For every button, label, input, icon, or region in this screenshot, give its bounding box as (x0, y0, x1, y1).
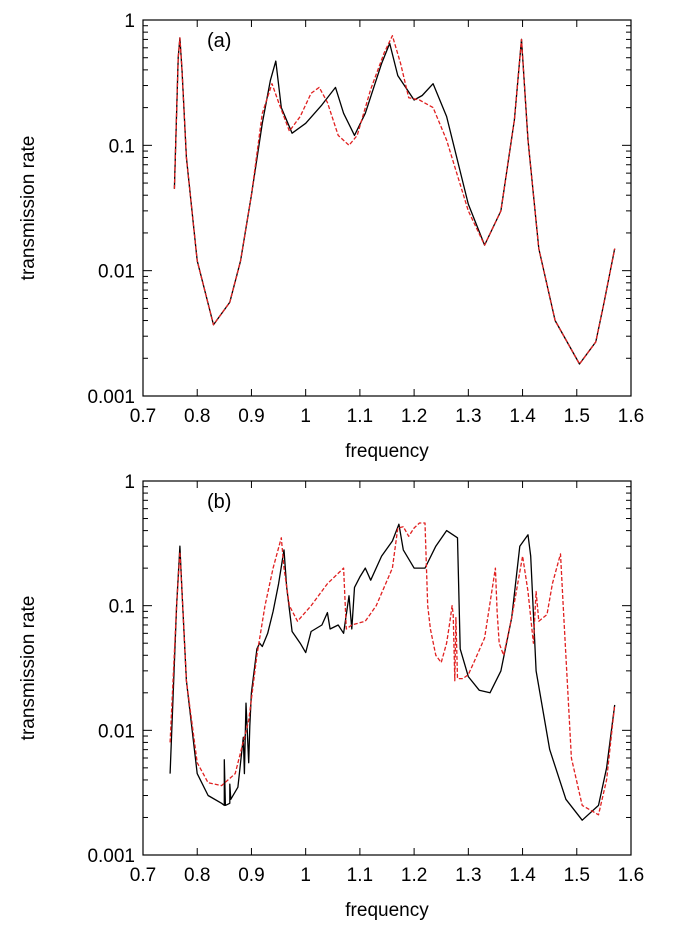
x-tick-label: 0.7 (130, 406, 156, 427)
x-axis-label: frequency (345, 900, 429, 921)
y-tick-label: 1 (124, 11, 135, 32)
y-tick-label: 0.1 (109, 597, 135, 618)
y-tick-label: 0.1 (109, 136, 135, 157)
x-tick-label: 0.8 (184, 406, 210, 427)
panel-b: 0.7 0.8 0.9 1 1.1 1.2 1.3 1.4 1.5 1.6 0.001 0.01 0.1… (18, 472, 644, 921)
y-tick-label: 0.001 (87, 387, 135, 408)
x-tick-label: 0.9 (238, 406, 264, 427)
series-line-red-dashed (173, 35, 616, 365)
plot-frame (142, 19, 632, 397)
x-tick-label: 1.4 (509, 865, 536, 886)
x-tick-label: 0.7 (130, 865, 156, 886)
x-tick-label: 1 (300, 865, 311, 886)
series-line-red-dashed (169, 522, 616, 816)
panel-label: (b) (207, 491, 231, 513)
y-tick-label: 0.01 (98, 262, 135, 283)
series-line-black-solid (173, 37, 616, 365)
x-tick-label: 1.3 (455, 406, 481, 427)
x-tick-label: 1.3 (455, 865, 481, 886)
x-axis-label: frequency (345, 441, 429, 462)
x-tick-label: 1.6 (618, 406, 644, 427)
x-tick-label: 1.2 (401, 406, 427, 427)
panel-label: (a) (207, 30, 231, 52)
x-tick-label: 1.1 (347, 865, 373, 886)
y-axis-label: transmission rate (18, 596, 39, 741)
y-tick-label: 0.01 (98, 721, 135, 742)
x-tick-label: 1 (300, 406, 311, 427)
x-tick-label: 0.8 (184, 865, 210, 886)
series-line-black-solid (169, 523, 616, 821)
y-axis-label: transmission rate (18, 136, 39, 281)
panel-a: 0.7 0.8 0.9 1 1.1 1.2 1.3 1.4 1.5 1.6 0.001 0.01 0.1… (18, 11, 644, 462)
x-tick-label: 1.5 (564, 865, 590, 886)
x-tick-label: 1.4 (509, 406, 536, 427)
x-tick-label: 1.2 (401, 865, 427, 886)
x-tick-label: 0.9 (238, 865, 264, 886)
x-tick-label: 1.6 (618, 865, 644, 886)
x-tick-label: 1.5 (564, 406, 590, 427)
y-tick-label: 1 (124, 472, 135, 493)
plot-frame (142, 480, 632, 856)
y-tick-label: 0.001 (87, 846, 135, 867)
x-tick-label: 1.1 (347, 406, 373, 427)
